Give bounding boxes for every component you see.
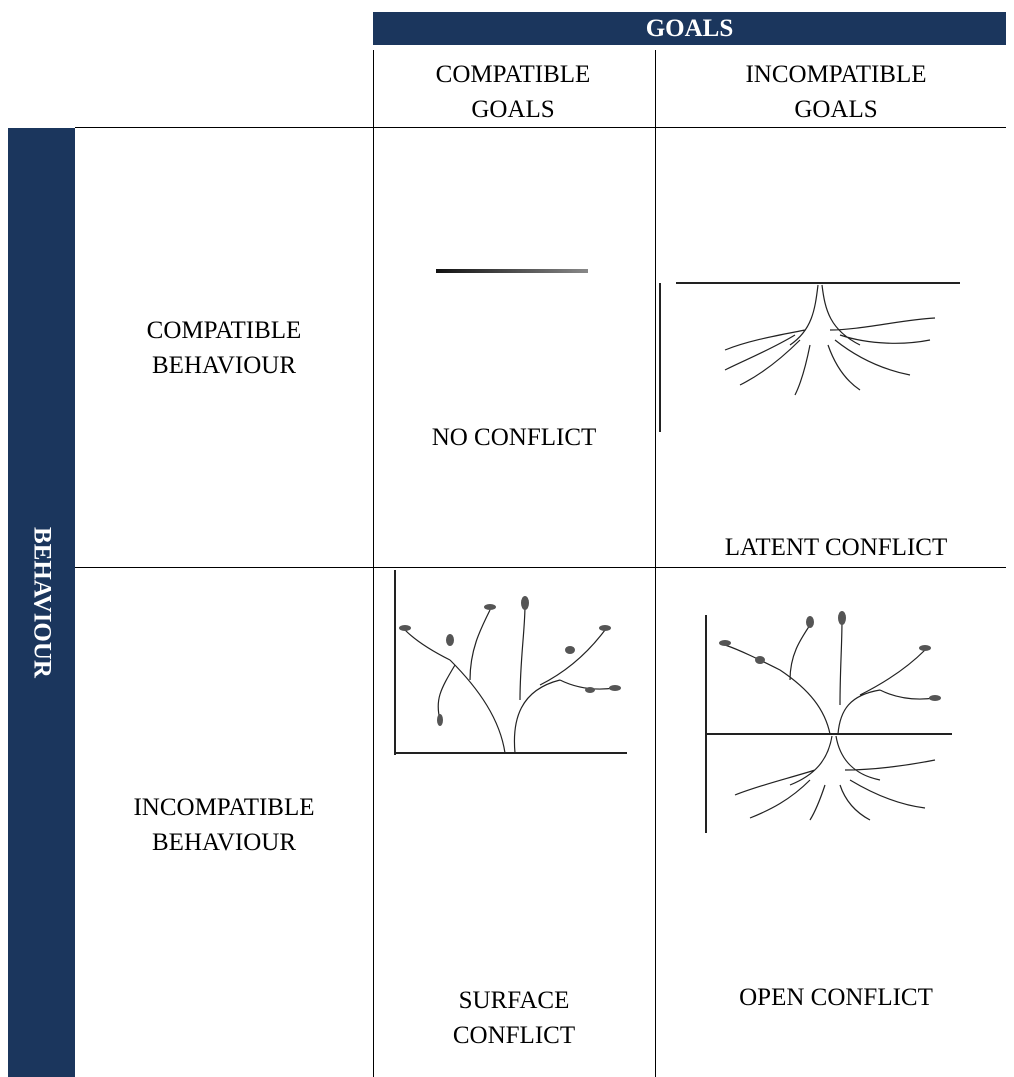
- cell-label: NO CONFLICT: [431, 424, 597, 451]
- row-label: INCOMPATIBLE BEHAVIOUR: [133, 794, 315, 856]
- grid-line: [373, 50, 374, 1077]
- tree-roots-drawing: [705, 611, 952, 833]
- row-label: COMPATIBLE BEHAVIOUR: [146, 317, 302, 379]
- column-header: INCOMPATIBLE GOALS: [745, 61, 927, 123]
- tree-drawing: [394, 570, 627, 755]
- cell-label: SURFACE CONFLICT: [452, 987, 576, 1049]
- ground-line: [436, 269, 588, 273]
- grid-line: [655, 50, 656, 1077]
- grid-line: [75, 127, 1006, 128]
- cell-label: LATENT CONFLICT: [724, 534, 948, 561]
- roots-drawing: [659, 282, 960, 432]
- column-header: COMPATIBLE GOALS: [435, 61, 591, 123]
- cell-label: OPEN CONFLICT: [739, 984, 933, 1011]
- goals-header: GOALS: [373, 12, 1006, 45]
- grid-line: [75, 567, 1006, 568]
- behaviour-sidebar: BEHAVIOUR: [8, 128, 75, 1077]
